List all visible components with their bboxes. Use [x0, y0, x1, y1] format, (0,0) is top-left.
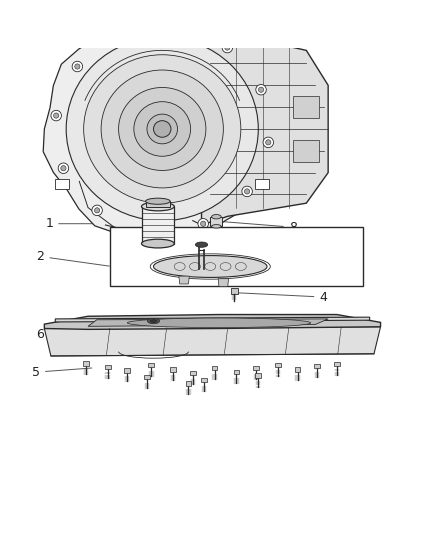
Bar	[233, 370, 239, 374]
Circle shape	[244, 189, 250, 194]
Circle shape	[146, 228, 151, 233]
Bar	[155, 14, 169, 24]
Circle shape	[171, 22, 181, 33]
Ellipse shape	[148, 318, 159, 324]
Text: 5: 5	[32, 366, 92, 378]
Circle shape	[258, 87, 264, 92]
Bar	[83, 361, 88, 366]
Bar	[55, 179, 69, 189]
Polygon shape	[88, 319, 328, 326]
Circle shape	[72, 61, 83, 72]
Circle shape	[242, 186, 252, 197]
Ellipse shape	[134, 102, 191, 156]
Circle shape	[263, 137, 274, 148]
Circle shape	[198, 219, 208, 229]
Polygon shape	[43, 15, 281, 243]
Circle shape	[58, 163, 69, 173]
Ellipse shape	[101, 70, 223, 188]
Bar	[201, 378, 207, 382]
Bar	[231, 288, 238, 294]
Ellipse shape	[141, 239, 174, 248]
Circle shape	[75, 64, 80, 69]
Bar	[210, 217, 223, 227]
Bar	[212, 366, 218, 370]
Circle shape	[266, 140, 271, 145]
Bar	[293, 96, 319, 118]
Bar	[155, 234, 169, 244]
Bar	[275, 362, 281, 367]
Ellipse shape	[153, 256, 267, 277]
Text: 4: 4	[238, 290, 327, 304]
Ellipse shape	[195, 242, 208, 247]
Circle shape	[143, 225, 153, 236]
Ellipse shape	[147, 114, 177, 144]
Bar	[314, 364, 320, 368]
Ellipse shape	[127, 318, 311, 328]
Circle shape	[95, 208, 100, 213]
Ellipse shape	[66, 37, 258, 221]
Ellipse shape	[153, 120, 171, 138]
Bar	[295, 367, 300, 372]
Bar	[148, 363, 154, 367]
Polygon shape	[218, 279, 229, 287]
Bar	[255, 374, 261, 378]
Text: 6: 6	[36, 328, 92, 341]
Ellipse shape	[141, 202, 174, 211]
Circle shape	[201, 221, 206, 227]
Circle shape	[225, 45, 230, 50]
Circle shape	[53, 113, 59, 118]
Polygon shape	[179, 276, 189, 284]
Bar	[190, 371, 196, 375]
Bar	[186, 381, 191, 386]
Bar	[255, 179, 269, 189]
Ellipse shape	[212, 224, 221, 228]
Text: 8: 8	[224, 221, 297, 233]
Ellipse shape	[145, 198, 170, 204]
Ellipse shape	[49, 20, 276, 238]
Circle shape	[92, 205, 102, 216]
Ellipse shape	[212, 215, 221, 219]
Circle shape	[222, 42, 233, 53]
Bar	[334, 362, 340, 366]
Bar	[124, 368, 130, 373]
Circle shape	[116, 29, 127, 39]
Bar	[253, 366, 259, 370]
Text: 7: 7	[119, 318, 146, 330]
Bar	[105, 365, 110, 369]
Text: 1: 1	[45, 217, 138, 230]
Polygon shape	[44, 327, 381, 356]
Ellipse shape	[84, 55, 241, 203]
Polygon shape	[55, 317, 370, 322]
Circle shape	[119, 31, 124, 37]
Circle shape	[51, 110, 61, 121]
Circle shape	[256, 84, 266, 95]
Ellipse shape	[119, 87, 206, 171]
Bar	[293, 140, 319, 161]
Circle shape	[173, 25, 179, 30]
Bar	[170, 367, 176, 372]
Polygon shape	[44, 314, 381, 329]
Bar	[110, 227, 363, 286]
Ellipse shape	[150, 320, 157, 322]
Bar	[144, 375, 150, 379]
Bar	[141, 206, 174, 244]
Bar	[145, 201, 170, 207]
Circle shape	[61, 166, 66, 171]
Polygon shape	[201, 29, 328, 225]
Text: 2: 2	[36, 250, 109, 266]
Text: 3: 3	[198, 244, 284, 256]
